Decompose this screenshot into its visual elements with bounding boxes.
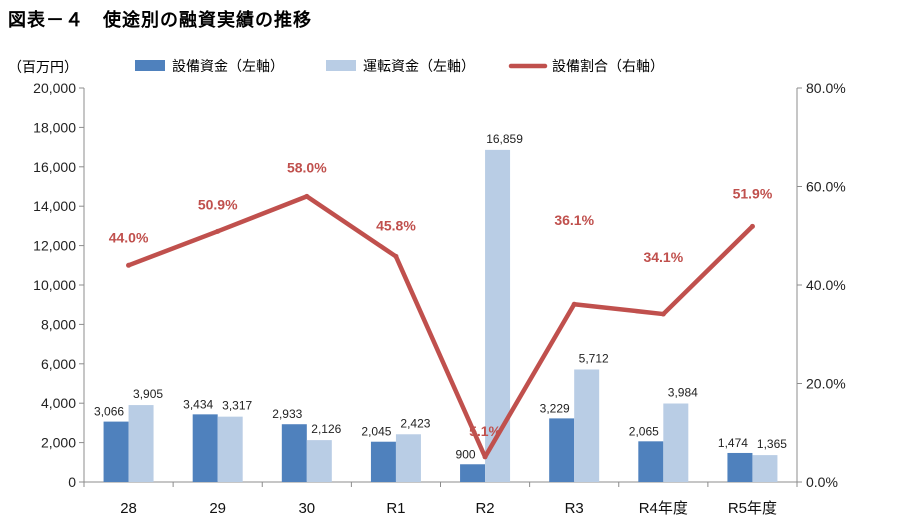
y-tick-label: 18,000 — [33, 119, 76, 135]
bar-operating — [395, 434, 421, 482]
legend-label-ratio: 設備割合（右軸） — [552, 58, 664, 75]
legend-label-equipment: 設備資金（左軸） — [172, 59, 284, 75]
bar-operating — [574, 369, 600, 482]
ratio-label: 58.0% — [287, 159, 327, 175]
y2-tick-label: 80.0% — [806, 80, 846, 96]
ratio-point — [215, 228, 221, 234]
y-tick-label: 8,000 — [41, 316, 76, 332]
x-tick-label: 30 — [298, 500, 315, 517]
bar-operating-label: 3,905 — [133, 387, 163, 401]
x-tick-label: R2 — [475, 500, 494, 517]
data-labels: 3,066 3,905 3,434 3,317 2,933 2,126 2,045 2,423… — [94, 132, 787, 461]
bar-equipment — [370, 441, 396, 482]
bar-equipment — [727, 452, 753, 482]
bar-equipment — [281, 424, 307, 482]
bar-operating — [752, 455, 778, 482]
y-tick-label: 20,000 — [33, 80, 76, 96]
ratio-line-path — [126, 194, 755, 460]
ratio-label: 34.1% — [643, 249, 683, 265]
y-tick-label: 0 — [68, 474, 76, 490]
y-axis-unit-label: （百万円） — [8, 60, 78, 76]
ratio-point — [749, 223, 755, 229]
bar-equipment — [638, 441, 664, 482]
y-tick-label: 14,000 — [33, 198, 76, 214]
bar-operating — [128, 405, 154, 482]
bar-equipment — [192, 414, 218, 482]
axes: 0 2,000 4,000 6,000 8,000 10,000 12,000 14,000 1… — [33, 80, 846, 517]
bar-operating — [485, 149, 511, 483]
bar-operating — [306, 440, 332, 482]
y-tick-label: 16,000 — [33, 159, 76, 175]
ratio-label: 36.1% — [554, 212, 594, 228]
legend-label-operating: 運転資金（左軸） — [363, 59, 475, 75]
ratio-label: 45.8% — [376, 217, 416, 233]
bar-equipment-label: 900 — [456, 447, 476, 461]
bar-equipment-label: 3,066 — [94, 405, 124, 419]
x-tick-label: R3 — [565, 500, 584, 517]
chart-title: 図表－４ 使途別の融資実績の推移 — [8, 10, 312, 31]
ratio-point — [126, 262, 132, 268]
y-tick-label: 2,000 — [41, 435, 76, 451]
ratio-label: 50.9% — [198, 196, 238, 212]
ratio-point — [571, 301, 577, 307]
x-tick-label: R5年度 — [728, 500, 777, 517]
ratio-label: 51.9% — [733, 185, 773, 201]
x-tick-label: R1 — [386, 500, 405, 517]
ratio-point — [393, 253, 399, 259]
ratio-point — [482, 454, 488, 460]
y-tick-label: 6,000 — [41, 356, 76, 372]
bar-operating-label: 3,984 — [668, 386, 698, 400]
bar-equipment — [460, 464, 486, 482]
ratio-label: 44.0% — [109, 229, 149, 245]
ratio-label: 5.1% — [469, 423, 501, 439]
x-tick-label: R4年度 — [639, 500, 688, 517]
ratio-line — [126, 193, 755, 460]
y2-tick-label: 60.0% — [806, 179, 846, 195]
legend-swatch-operating — [326, 60, 356, 71]
bar-operating-label: 3,317 — [222, 399, 252, 413]
bar-equipment-label: 3,434 — [183, 397, 213, 411]
bar-operating — [663, 403, 689, 482]
bar-equipment-label: 2,045 — [361, 425, 391, 439]
y-tick-label: 4,000 — [41, 395, 76, 411]
bar-equipment-label: 2,065 — [629, 424, 659, 438]
bar-operating-label: 1,365 — [757, 437, 787, 451]
y2-tick-label: 20.0% — [806, 376, 846, 392]
x-tick-label: 28 — [120, 500, 137, 517]
bars — [103, 149, 778, 483]
bar-equipment — [549, 418, 575, 482]
bar-operating-label: 16,859 — [486, 132, 523, 146]
ratio-point — [304, 193, 310, 199]
bar-operating — [217, 416, 243, 482]
bar-equipment — [103, 421, 129, 482]
y-tick-label: 12,000 — [33, 238, 76, 254]
x-tick-label: 29 — [209, 500, 226, 517]
legend: 設備資金（左軸） 運転資金（左軸） 設備割合（右軸） — [135, 58, 664, 75]
y-tick-label: 10,000 — [33, 277, 76, 293]
bar-equipment-label: 3,229 — [540, 401, 570, 415]
bar-operating-label: 2,126 — [311, 422, 341, 436]
legend-swatch-equipment — [135, 60, 165, 71]
bar-operating-label: 5,712 — [579, 351, 609, 365]
y2-tick-label: 40.0% — [806, 277, 846, 293]
bar-equipment-label: 1,474 — [718, 436, 748, 450]
bar-equipment-label: 2,933 — [272, 407, 302, 421]
y2-tick-label: 0.0% — [806, 474, 838, 490]
ratio-point — [660, 311, 666, 317]
bar-operating-label: 2,423 — [400, 416, 430, 430]
